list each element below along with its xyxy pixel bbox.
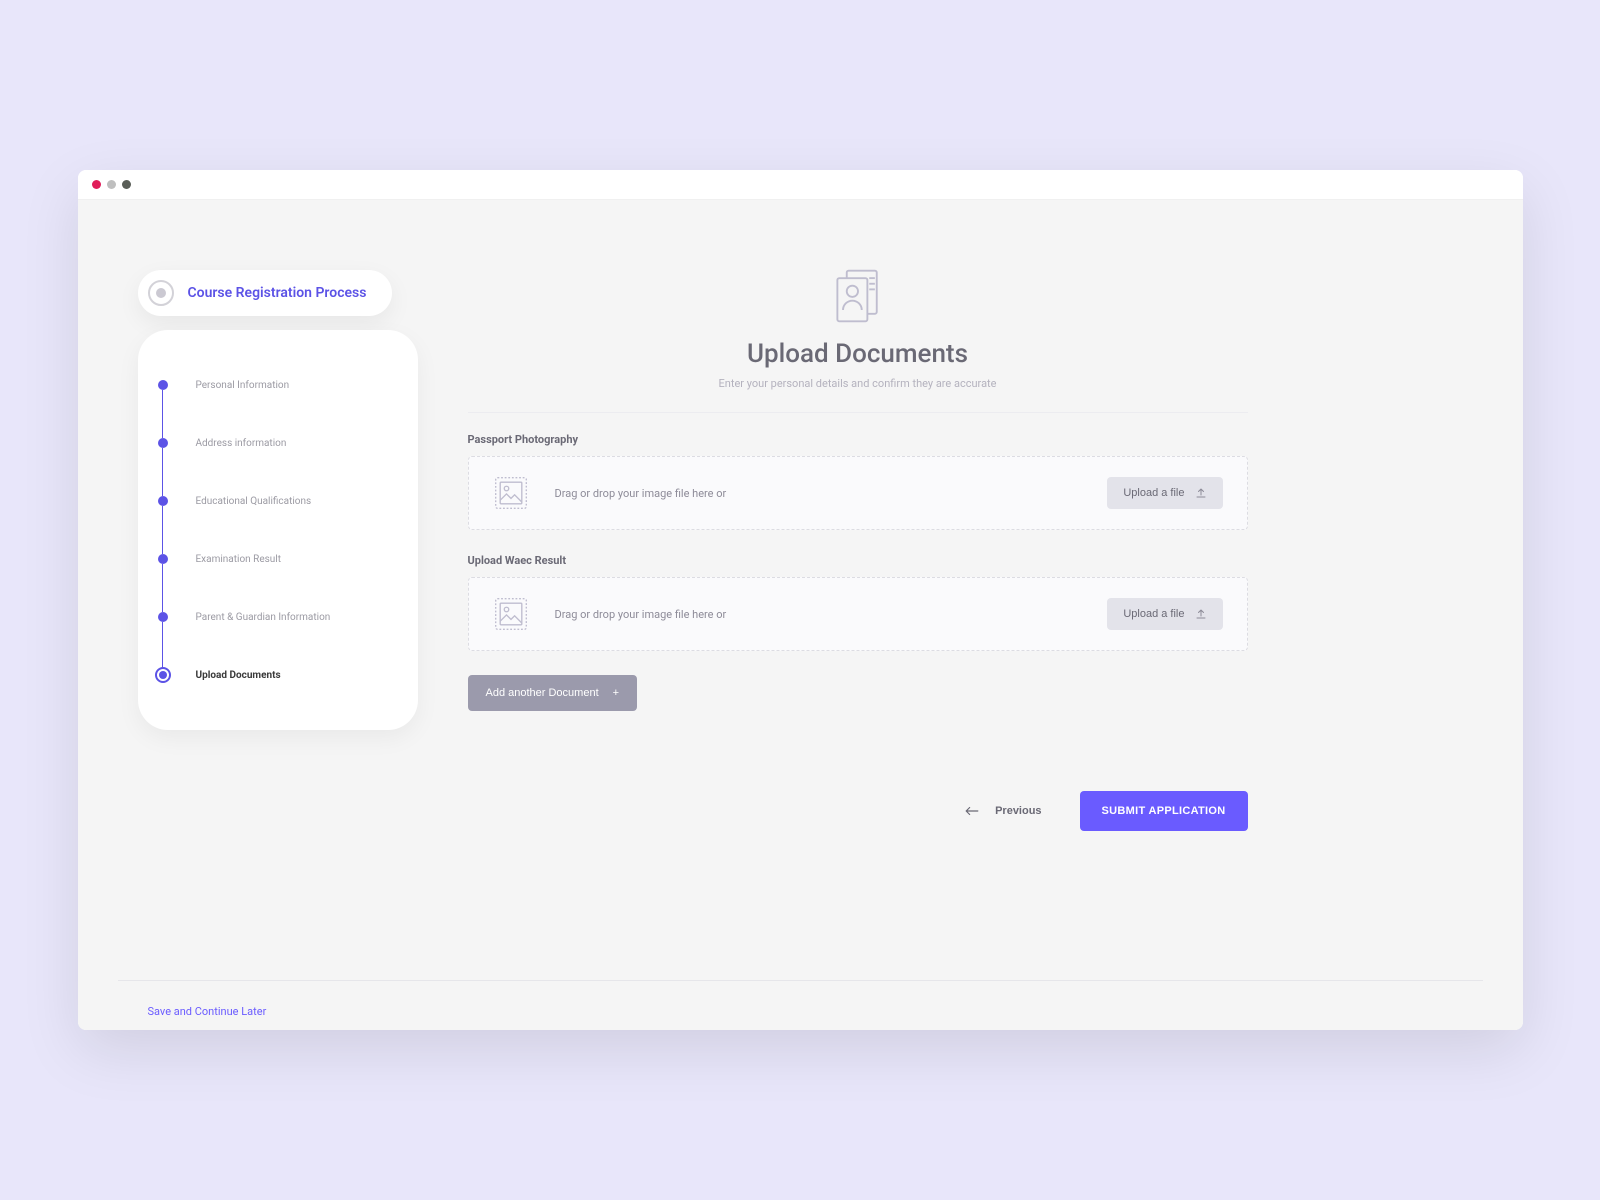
steps-panel: Personal Information Address information…	[138, 330, 418, 730]
upload-illustration: Upload Documents Enter your personal det…	[468, 265, 1248, 390]
upload-dropzone[interactable]: Drag or drop your image file here or Upl…	[468, 577, 1248, 651]
header-divider	[468, 412, 1248, 413]
main-panel: Upload Documents Enter your personal det…	[468, 265, 1248, 831]
step-address-information[interactable]: Address information	[148, 414, 408, 472]
form-nav: Previous SUBMIT APPLICATION	[468, 791, 1248, 831]
add-document-button[interactable]: Add another Document +	[468, 675, 638, 711]
app-content: Course Registration Process Personal Inf…	[78, 200, 1523, 1030]
document-person-icon	[828, 265, 888, 325]
minimize-dot[interactable]	[107, 180, 116, 189]
step-label: Examination Result	[196, 554, 282, 565]
step-personal-information[interactable]: Personal Information	[148, 356, 408, 414]
page-subtitle: Enter your personal details and confirm …	[719, 377, 997, 390]
save-continue-link[interactable]: Save and Continue Later	[148, 1005, 267, 1018]
step-label: Personal Information	[196, 380, 290, 391]
arrow-left-icon	[965, 806, 979, 816]
drag-text: Drag or drop your image file here or	[555, 608, 727, 621]
picture-icon	[493, 596, 529, 632]
step-label: Address information	[196, 438, 287, 449]
upload-section-waec: Upload Waec Result Drag or drop your ima…	[468, 554, 1248, 651]
maximize-dot[interactable]	[122, 180, 131, 189]
upload-icon	[1195, 608, 1207, 620]
page-heading: Upload Documents	[747, 339, 968, 369]
upload-file-button[interactable]: Upload a file	[1107, 477, 1222, 509]
process-header-pill: Course Registration Process	[138, 270, 393, 316]
step-educational-qualifications[interactable]: Educational Qualifications	[148, 472, 408, 530]
step-label: Educational Qualifications	[196, 496, 312, 507]
upload-section-passport: Passport Photography Drag or drop your i…	[468, 433, 1248, 530]
upload-dropzone[interactable]: Drag or drop your image file here or Upl…	[468, 456, 1248, 530]
step-examination-result[interactable]: Examination Result	[148, 530, 408, 588]
window-titlebar	[78, 170, 1523, 200]
footer-divider	[118, 980, 1483, 981]
step-parent-guardian-information[interactable]: Parent & Guardian Information	[148, 588, 408, 646]
close-dot[interactable]	[92, 180, 101, 189]
previous-button[interactable]: Previous	[965, 805, 1041, 817]
process-title: Course Registration Process	[188, 285, 367, 301]
plus-icon: +	[613, 687, 619, 699]
app-window: Course Registration Process Personal Inf…	[78, 170, 1523, 1030]
picture-icon	[493, 475, 529, 511]
step-label: Upload Documents	[196, 670, 281, 681]
upload-icon	[1195, 487, 1207, 499]
process-ring-icon	[148, 280, 174, 306]
step-upload-documents[interactable]: Upload Documents	[148, 646, 408, 704]
upload-label: Upload Waec Result	[468, 554, 1248, 567]
upload-file-button[interactable]: Upload a file	[1107, 598, 1222, 630]
drag-text: Drag or drop your image file here or	[555, 487, 727, 500]
submit-application-button[interactable]: SUBMIT APPLICATION	[1080, 791, 1248, 831]
step-label: Parent & Guardian Information	[196, 612, 331, 623]
upload-label: Passport Photography	[468, 433, 1248, 446]
